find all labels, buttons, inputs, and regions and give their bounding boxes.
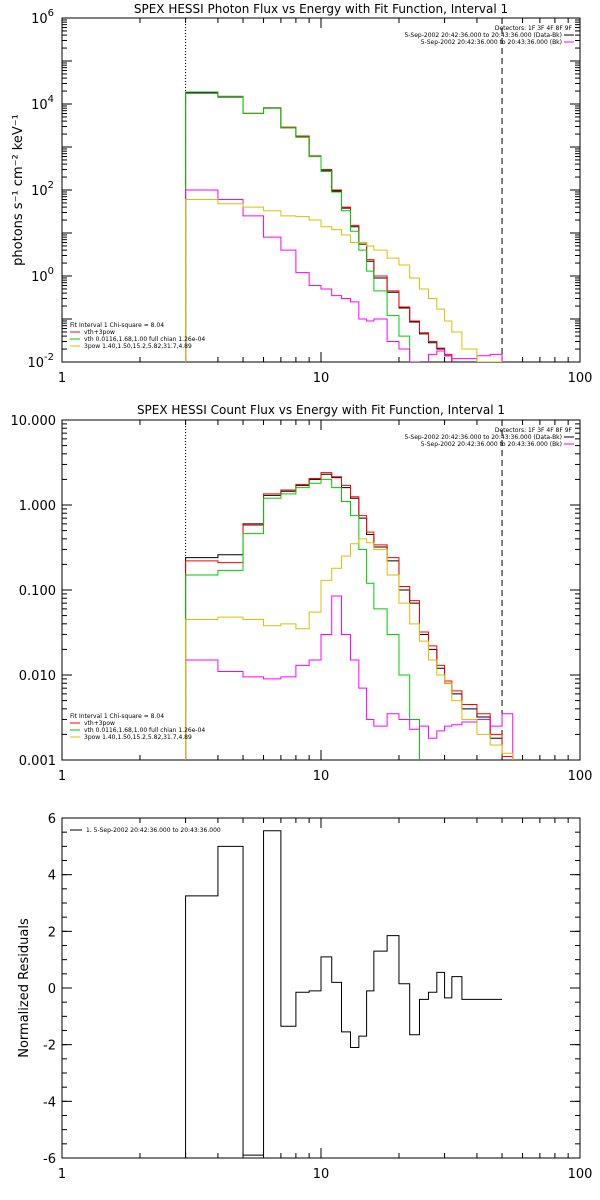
- fit-legend-header: Fit Interval 1 Chi-square = 8.04: [70, 713, 164, 720]
- series-vth: [185, 91, 420, 362]
- legend-entry: 5-Sep-2002 20:42:36.000 to 20:43:36.000 …: [404, 32, 562, 39]
- series-3pow: [185, 189, 503, 362]
- y-tick-label: 100: [31, 266, 54, 285]
- x-tick-label: 10: [313, 371, 330, 386]
- legend-entry: 3pow 1.40,1.50,15.2,5.82,31.7,4.89: [84, 343, 192, 350]
- y-tick-label: 102: [31, 180, 54, 199]
- panel-2: SPEX HESSI Count Flux vs Energy with Fit…: [11, 403, 593, 784]
- legend-header: Detectors: 1F 3F 4F 8F 9F: [495, 427, 573, 434]
- chart-title: SPEX HESSI Count Flux vs Energy with Fit…: [137, 403, 505, 417]
- y-tick-label: 0.001: [19, 754, 56, 769]
- x-tick-label: 100: [568, 371, 593, 386]
- legend-entry: 5-Sep-2002 20:42:36.000 to 20:43:36.000 …: [421, 441, 562, 448]
- y-tick-label: -4: [43, 1095, 56, 1110]
- legend-entry: vth 0.0116,1.68,1.00 full chian 1.26e-04: [84, 336, 205, 343]
- series-vth-3pow: [185, 91, 453, 362]
- y-tick-label: 6: [48, 812, 56, 827]
- y-tick-label: 2: [48, 925, 56, 940]
- series-2pow: [185, 199, 503, 362]
- y-tick-label: 10.000: [11, 414, 57, 429]
- legend-entry: vth+3pow: [84, 329, 115, 336]
- x-tick-label: 10: [313, 769, 330, 784]
- series-vth-3pow: [185, 472, 514, 760]
- legend-entry: vth+3pow: [84, 720, 115, 727]
- x-tick-label: 100: [568, 769, 593, 784]
- legend-entry: 3pow 1.40,1.50,15.2,5.82,31.7,4.89: [84, 734, 192, 741]
- legend-header: Detectors: 1F 3F 4F 8F 9F: [495, 25, 573, 32]
- x-tick-label: 1: [58, 769, 66, 784]
- fit-legend-header: Fit Interval 1 Chi-square = 8.04: [70, 322, 164, 329]
- legend-entry: 5-Sep-2002 20:42:36.000 to 20:43:36.000 …: [404, 434, 562, 441]
- x-tick-label: 10: [313, 1167, 330, 1182]
- y-tick-label: 0.010: [19, 669, 56, 684]
- y-tick-label: 0.100: [19, 584, 56, 599]
- series-3pow: [185, 595, 514, 760]
- legend-entry: 1. 5-Sep-2002 20:42:36.000 to 20:43:36.0…: [86, 827, 221, 834]
- y-tick-label: 104: [31, 94, 54, 113]
- y-axis-label: Normalized Residuals: [17, 918, 32, 1058]
- series-data: [185, 473, 514, 760]
- series-data: [185, 92, 453, 362]
- x-tick-label: 1: [58, 371, 66, 386]
- y-tick-label: 106: [31, 8, 54, 27]
- series-2pow: [185, 538, 514, 760]
- y-tick-label: 1.000: [19, 499, 56, 514]
- series-residuals: [185, 830, 503, 1158]
- x-tick-label: 1: [58, 1167, 66, 1182]
- y-tick-label: -2: [43, 1039, 56, 1054]
- legend-entry: 5-Sep-2002 20:42:36.000 to 20:43:36.000 …: [421, 39, 562, 46]
- y-axis-label: photons s⁻¹ cm⁻² keV⁻¹: [11, 114, 26, 266]
- x-tick-label: 100: [568, 1167, 593, 1182]
- panel-3: 1 10 100 6 4 2 0 -2 -4 -6 Normalized Residuals 1. 5…: [17, 812, 592, 1182]
- y-tick-label: 0: [48, 982, 56, 997]
- panel-1: SPEX HESSI Photon Flux vs Energy with Fi…: [11, 2, 592, 386]
- legend-entry: vth 0.0116,1.68,1.00 full chian 1.26e-04: [84, 727, 205, 734]
- y-tick-label: -6: [43, 1152, 56, 1167]
- chart-title: SPEX HESSI Photon Flux vs Energy with Fi…: [134, 2, 508, 16]
- series-vth: [185, 478, 420, 760]
- y-tick-label: 4: [48, 869, 56, 884]
- y-tick-label: 10-2: [27, 352, 54, 371]
